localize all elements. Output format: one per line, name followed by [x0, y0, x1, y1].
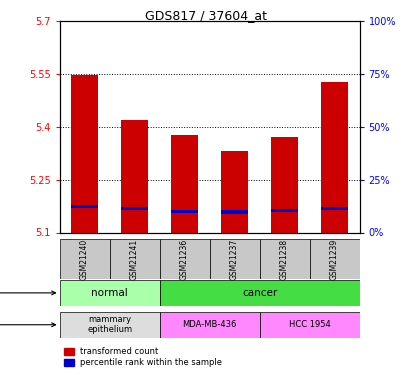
Bar: [159, 280, 360, 306]
Text: GSM21237: GSM21237: [230, 238, 239, 280]
Text: cell line: cell line: [0, 320, 55, 330]
Bar: [60, 280, 159, 306]
Bar: [159, 239, 210, 279]
Bar: [260, 312, 360, 338]
Bar: [171, 210, 199, 213]
Text: cancer: cancer: [242, 288, 277, 298]
Text: GSM21241: GSM21241: [130, 238, 139, 280]
Text: GSM21236: GSM21236: [180, 238, 189, 280]
Bar: [110, 239, 159, 279]
Bar: [171, 135, 199, 232]
Bar: [260, 239, 309, 279]
Bar: [309, 239, 360, 279]
Bar: [121, 120, 148, 232]
Text: normal: normal: [91, 288, 128, 298]
Text: GSM21239: GSM21239: [330, 238, 339, 280]
Bar: [159, 312, 260, 338]
Text: GSM21238: GSM21238: [280, 238, 289, 280]
Bar: [121, 207, 148, 210]
Bar: [271, 209, 298, 212]
Bar: [271, 137, 298, 232]
Bar: [71, 205, 98, 209]
Bar: [321, 82, 349, 232]
Text: MDA-MB-436: MDA-MB-436: [182, 320, 237, 329]
Text: GSM21240: GSM21240: [80, 238, 89, 280]
Text: HCC 1954: HCC 1954: [289, 320, 330, 329]
Bar: [60, 312, 159, 338]
Text: mammary
epithelium: mammary epithelium: [87, 315, 132, 334]
Bar: [60, 239, 110, 279]
Bar: [221, 151, 248, 232]
Text: disease state: disease state: [0, 288, 55, 298]
Legend: transformed count, percentile rank within the sample: transformed count, percentile rank withi…: [64, 347, 222, 367]
Bar: [71, 75, 98, 232]
Bar: [210, 239, 260, 279]
Bar: [221, 210, 248, 214]
Text: GDS817 / 37604_at: GDS817 / 37604_at: [145, 9, 266, 22]
Bar: [321, 207, 349, 210]
